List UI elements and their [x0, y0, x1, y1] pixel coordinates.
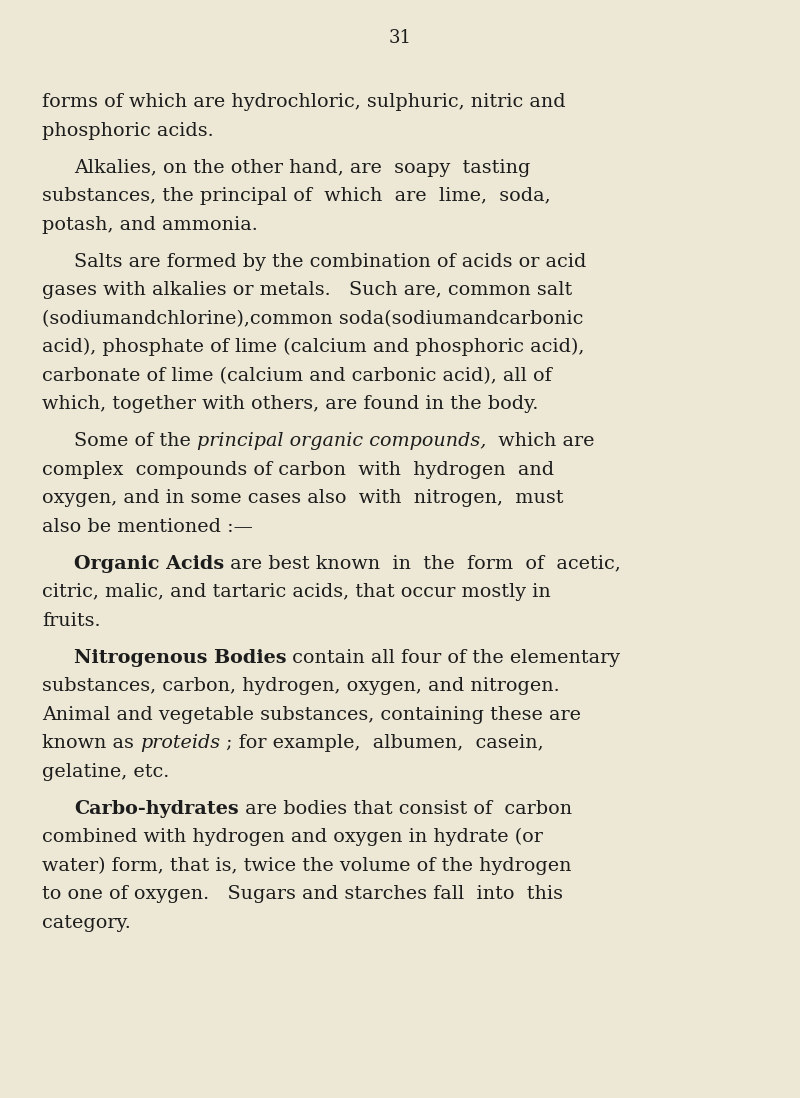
Text: Salts are formed by the combination of acids or acid: Salts are formed by the combination of a…	[74, 253, 586, 270]
Text: are bodies that consist of  carbon: are bodies that consist of carbon	[238, 799, 572, 818]
Text: Alkalies, on the other hand, are  soapy  tasting: Alkalies, on the other hand, are soapy t…	[74, 158, 530, 177]
Text: complex  compounds of carbon  with  hydrogen  and: complex compounds of carbon with hydroge…	[42, 461, 554, 479]
Text: potash, and ammonia.: potash, and ammonia.	[42, 215, 258, 234]
Text: also be mentioned :—: also be mentioned :—	[42, 517, 253, 536]
Text: proteids: proteids	[140, 735, 220, 752]
Text: Some of the: Some of the	[74, 433, 197, 450]
Text: water) form, that is, twice the volume of the hydrogen: water) form, that is, twice the volume o…	[42, 856, 571, 875]
Text: Organic Acids: Organic Acids	[74, 554, 224, 573]
Text: (sodiumandchlorine),common soda(sodiumandcarbonic: (sodiumandchlorine),common soda(sodiuman…	[42, 310, 583, 327]
Text: ; for example,  albumen,  casein,: ; for example, albumen, casein,	[220, 735, 544, 752]
Text: gases with alkalies or metals.   Such are, common salt: gases with alkalies or metals. Such are,…	[42, 281, 572, 299]
Text: combined with hydrogen and oxygen in hydrate (or: combined with hydrogen and oxygen in hyd…	[42, 828, 543, 847]
Text: 31: 31	[389, 29, 411, 47]
Text: substances, the principal of  which  are  lime,  soda,: substances, the principal of which are l…	[42, 187, 550, 205]
Text: oxygen, and in some cases also  with  nitrogen,  must: oxygen, and in some cases also with nitr…	[42, 489, 563, 507]
Text: which, together with others, are found in the body.: which, together with others, are found i…	[42, 395, 538, 413]
Text: to one of oxygen.   Sugars and starches fall  into  this: to one of oxygen. Sugars and starches fa…	[42, 885, 563, 904]
Text: acid), phosphate of lime (calcium and phosphoric acid),: acid), phosphate of lime (calcium and ph…	[42, 338, 584, 356]
Text: contain all four of the elementary: contain all four of the elementary	[286, 649, 621, 666]
Text: citric, malic, and tartaric acids, that occur mostly in: citric, malic, and tartaric acids, that …	[42, 583, 550, 602]
Text: substances, carbon, hydrogen, oxygen, and nitrogen.: substances, carbon, hydrogen, oxygen, an…	[42, 677, 560, 695]
Text: which are: which are	[486, 433, 595, 450]
Text: are best known  in  the  form  of  acetic,: are best known in the form of acetic,	[224, 554, 621, 573]
Text: fruits.: fruits.	[42, 612, 101, 629]
Text: gelatine, etc.: gelatine, etc.	[42, 763, 170, 781]
Text: forms of which are hydrochloric, sulphuric, nitric and: forms of which are hydrochloric, sulphur…	[42, 93, 566, 111]
Text: Nitrogenous Bodies: Nitrogenous Bodies	[74, 649, 286, 666]
Text: carbonate of lime (calcium and carbonic acid), all of: carbonate of lime (calcium and carbonic …	[42, 367, 552, 384]
Text: Carbo-hydrates: Carbo-hydrates	[74, 799, 238, 818]
Text: category.: category.	[42, 914, 130, 932]
Text: Animal and vegetable substances, containing these are: Animal and vegetable substances, contain…	[42, 706, 581, 724]
Text: phosphoric acids.: phosphoric acids.	[42, 122, 214, 139]
Text: known as: known as	[42, 735, 140, 752]
Text: principal organic compounds,: principal organic compounds,	[197, 433, 486, 450]
